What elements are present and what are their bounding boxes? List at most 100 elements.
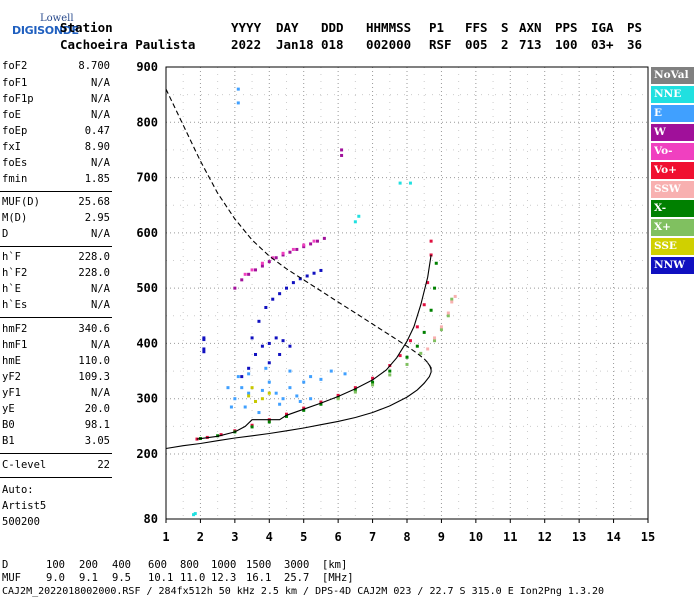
param-row: fmin 1.85 <box>2 173 110 189</box>
echo-point-x- <box>319 402 323 406</box>
param-label: hmF1 <box>2 339 28 351</box>
echo-point-e <box>236 375 240 379</box>
echo-point-w <box>288 250 292 254</box>
echo-point-nnw <box>202 350 206 354</box>
param-label: hmE <box>2 355 21 367</box>
param-label: yF2 <box>2 371 21 383</box>
param-row: foEp 0.47 <box>2 125 110 141</box>
echo-point-sse <box>254 399 258 403</box>
echo-point-sse <box>267 391 271 395</box>
hdr-iga-label: IGA <box>591 20 614 35</box>
echo-point-ssw <box>453 294 457 298</box>
hdr-yyyy-value: 2022 <box>231 37 262 52</box>
param-row: B0 98.1 <box>2 419 110 435</box>
param-label: C-level <box>2 459 47 471</box>
echo-point-w <box>260 264 264 268</box>
param-row: foEs N/A <box>2 157 110 173</box>
echo-point-nnw <box>267 361 271 365</box>
echo-point-nne <box>353 220 357 224</box>
echo-point-w <box>254 268 258 272</box>
echo-point-nnw <box>274 336 278 340</box>
echo-point-e <box>247 391 251 395</box>
echo-point-vo- <box>371 376 375 380</box>
echo-point-nnw <box>271 297 275 301</box>
param-label: B0 <box>2 419 15 431</box>
echo-point-w <box>295 247 299 251</box>
echo-point-ssw <box>439 325 443 329</box>
param-label: foF1 <box>2 77 28 89</box>
param-row: foF1p N/A <box>2 93 110 109</box>
echo-point-e <box>236 101 240 105</box>
echo-point-nnw <box>254 352 258 356</box>
param-divider <box>0 453 112 454</box>
y-tick-label: 900 <box>136 60 158 74</box>
echo-point-nnw <box>298 277 302 281</box>
echo-point-x- <box>371 380 375 384</box>
x-tick-label: 5 <box>300 530 307 544</box>
x-tick-label: 6 <box>335 530 342 544</box>
param-value: 20.0 <box>84 403 110 415</box>
param-label: hmF2 <box>2 323 28 335</box>
echo-point-nnw <box>278 292 282 296</box>
hdr-station-value: Cachoeira Paulista <box>60 37 196 52</box>
echo-point-x- <box>353 390 357 394</box>
param-value: N/A <box>91 299 110 311</box>
echo-point-vo- <box>195 437 199 441</box>
echo-point-vo- <box>426 281 430 285</box>
param-value: N/A <box>91 157 110 169</box>
echo-point-x- <box>422 330 426 334</box>
auto-label: Auto: <box>2 484 34 496</box>
param-label: B1 <box>2 435 15 447</box>
echo-point-nnw <box>250 336 254 340</box>
echo-point-x- <box>353 388 357 392</box>
param-value: N/A <box>91 228 110 240</box>
echo-point-x- <box>267 420 271 424</box>
echo-point-nnw <box>285 286 288 290</box>
param-label: MUF(D) <box>2 196 40 208</box>
echo-point-vo- <box>408 339 412 343</box>
echo-point-nnw <box>247 366 251 370</box>
y-tick-label: 200 <box>136 447 158 461</box>
profile-curve-1 <box>165 88 432 371</box>
footer-value: [MHz] <box>322 572 354 584</box>
param-label: foEp <box>2 125 28 137</box>
footer-d-label: D <box>2 559 9 571</box>
echo-point-ssw <box>446 311 450 315</box>
echo-point-e <box>240 386 244 390</box>
echo-point-w <box>267 260 271 264</box>
param-row: hmE 110.0 <box>2 355 110 371</box>
param-row: h`F 228.0 <box>2 251 110 267</box>
y-tick-label: 800 <box>136 115 158 129</box>
param-label: h`F <box>2 251 21 263</box>
logo-digisonde-text: DIGISONDE <box>12 24 79 37</box>
chart-grid <box>166 67 648 519</box>
param-label: foF2 <box>2 60 28 72</box>
echo-point-e <box>278 402 282 406</box>
hdr-ffs-value: 005 <box>465 37 488 52</box>
param-divider <box>0 191 112 192</box>
param-row: C-level 22 <box>2 459 110 475</box>
hdr-axn-label: AXN <box>519 20 542 35</box>
legend-item-x-: X+ <box>651 219 694 236</box>
param-value: 0.47 <box>84 125 110 137</box>
param-row: h`F2 228.0 <box>2 267 110 283</box>
param-row: M(D) 2.95 <box>2 212 110 228</box>
x-tick-label: 15 <box>641 530 655 544</box>
footer-value: 200 <box>79 559 98 571</box>
hdr-day-label: DAY <box>276 20 299 35</box>
echo-point-x- <box>371 383 375 387</box>
echo-point-e <box>257 411 261 415</box>
echo-point-w <box>247 272 251 276</box>
echo-point-nnw <box>202 336 206 340</box>
echo-point-w <box>281 253 285 257</box>
hdr-p1-label: P1 <box>429 20 445 35</box>
echo-point-w <box>302 245 306 249</box>
param-label: foE <box>2 109 21 121</box>
chart-axes: 1 2 3 4 5 6 7 8 9 10 11 12 13 14 158020030040050060070… <box>136 60 655 544</box>
echo-point-w <box>274 256 278 260</box>
hdr-ddd-label: DDD <box>321 20 344 35</box>
param-value: N/A <box>91 77 110 89</box>
param-row: D N/A <box>2 228 110 244</box>
legend-item-nne: NNE <box>651 86 694 103</box>
echo-point-vo- <box>219 433 223 437</box>
